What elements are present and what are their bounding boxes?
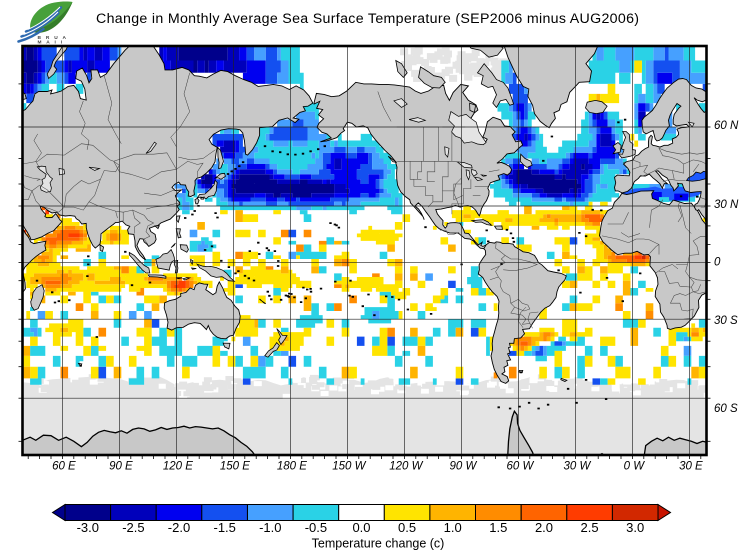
svg-text:0.5: 0.5 xyxy=(398,520,416,535)
svg-text:30 N: 30 N xyxy=(714,199,739,211)
svg-text:120 W: 120 W xyxy=(389,461,423,473)
svg-text:3.0: 3.0 xyxy=(626,520,644,535)
svg-text:-2.5: -2.5 xyxy=(122,520,144,535)
svg-text:0.0: 0.0 xyxy=(352,520,370,535)
svg-text:2.0: 2.0 xyxy=(535,520,553,535)
svg-text:2.5: 2.5 xyxy=(581,520,599,535)
svg-text:150 W: 150 W xyxy=(332,461,366,473)
svg-text:Temperature change (c): Temperature change (c) xyxy=(312,536,445,550)
svg-text:90 E: 90 E xyxy=(109,461,133,473)
svg-text:60 E: 60 E xyxy=(52,461,76,473)
svg-text:30 W: 30 W xyxy=(563,461,591,473)
svg-text:-0.5: -0.5 xyxy=(305,520,327,535)
svg-text:180 E: 180 E xyxy=(277,461,307,473)
svg-text:-2.0: -2.0 xyxy=(168,520,190,535)
svg-text:150 E: 150 E xyxy=(220,461,250,473)
svg-text:-3.0: -3.0 xyxy=(77,520,99,535)
svg-text:60 S: 60 S xyxy=(714,403,738,415)
svg-text:60 N: 60 N xyxy=(714,120,739,132)
svg-text:30 S: 30 S xyxy=(714,315,738,327)
svg-text:-1.5: -1.5 xyxy=(213,520,235,535)
svg-text:B R U A: B R U A xyxy=(38,35,68,41)
svg-text:0: 0 xyxy=(714,257,721,269)
svg-text:120 E: 120 E xyxy=(163,461,193,473)
svg-text:30 E: 30 E xyxy=(679,461,703,473)
svg-text:-1.0: -1.0 xyxy=(259,520,281,535)
svg-text:Change in Monthly Average Sea: Change in Monthly Average Sea Surface Te… xyxy=(96,11,639,27)
svg-text:1.0: 1.0 xyxy=(444,520,462,535)
svg-text:0 W: 0 W xyxy=(624,461,646,473)
svg-text:60 W: 60 W xyxy=(506,461,534,473)
svg-text:M A I I: M A I I xyxy=(38,40,64,46)
svg-text:90 W: 90 W xyxy=(449,461,477,473)
svg-text:1.5: 1.5 xyxy=(489,520,507,535)
